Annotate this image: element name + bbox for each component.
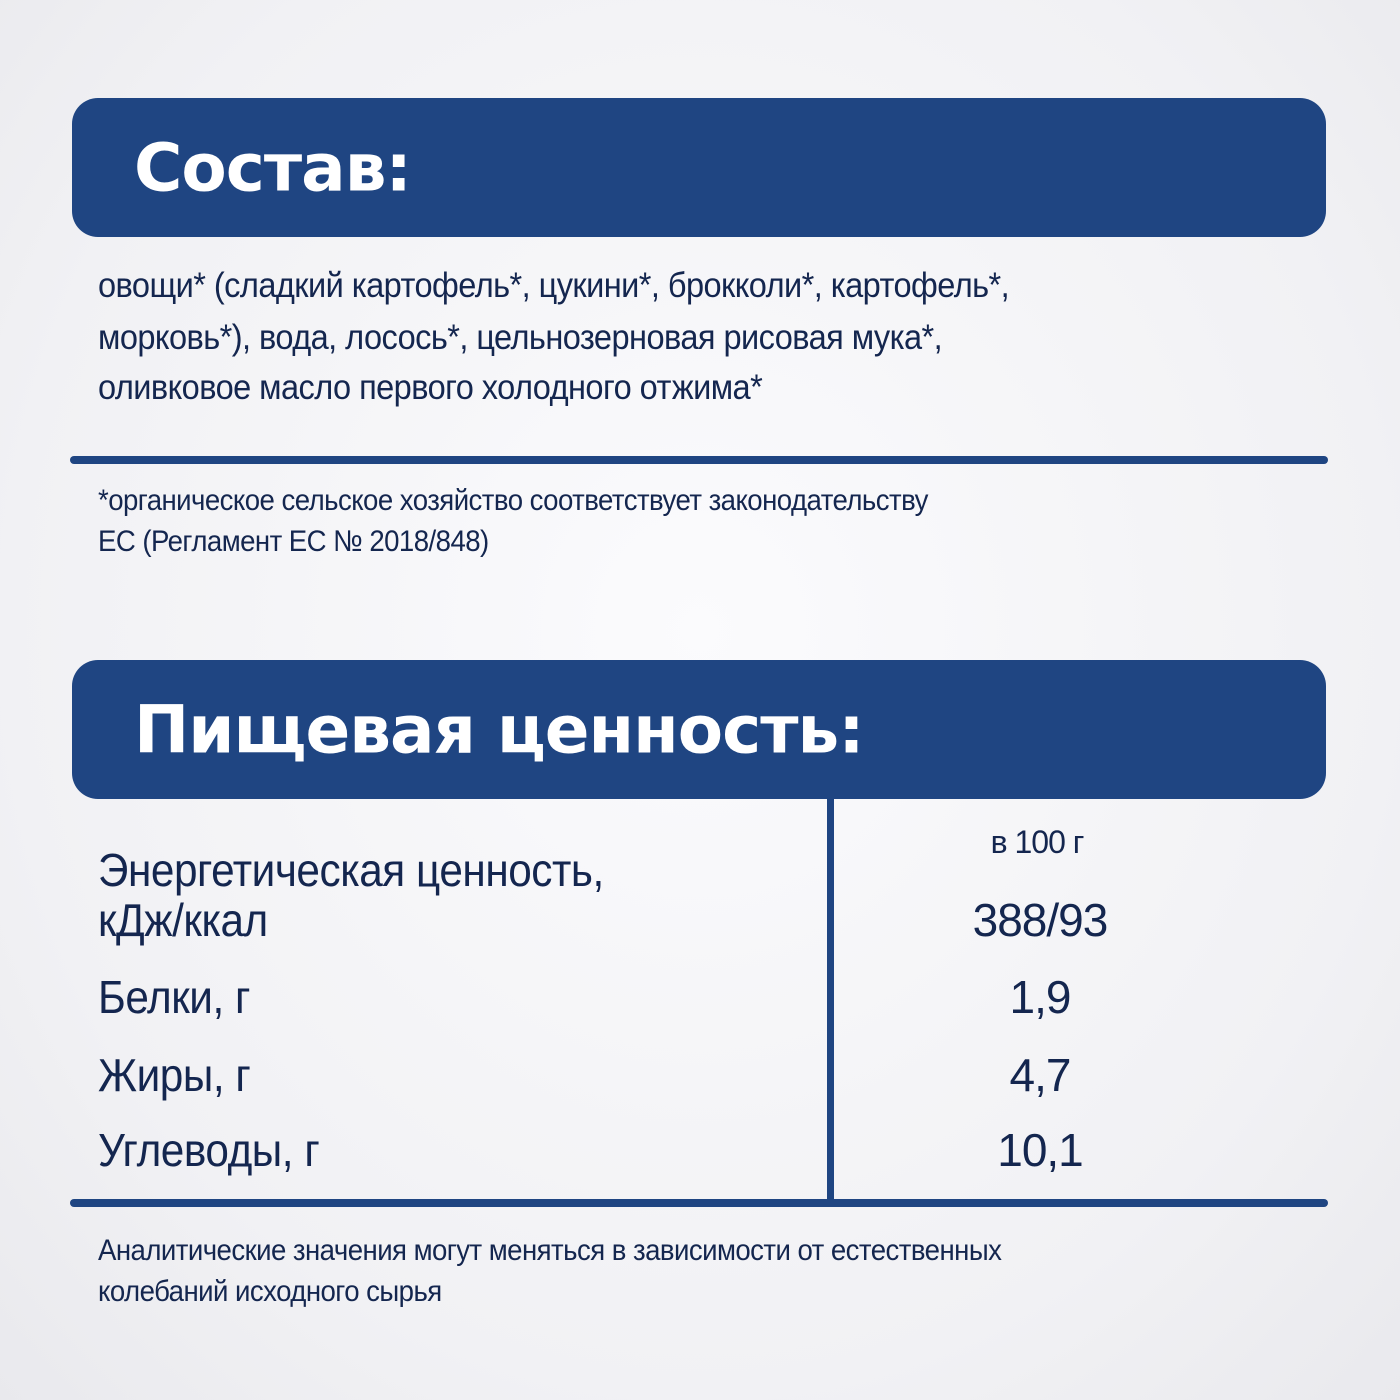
table-column-divider (827, 796, 834, 1202)
nutrition-title: Пищевая ценность: (134, 691, 865, 768)
ingredients-line: морковь*), вода, лосось*, цельнозерновая… (98, 318, 943, 357)
ingredients-line: оливковое масло первого холодного отжима… (98, 368, 763, 407)
ingredients-line: овощи* (сладкий картофель*, цукини*, бро… (98, 266, 1010, 305)
row-label-energy-unit: кДж/ккал (98, 894, 268, 946)
row-value-carbs: 10,1 (997, 1124, 1084, 1176)
divider (70, 456, 1328, 464)
row-value-protein: 1,9 (1009, 971, 1072, 1023)
disclaimer-line: Аналитические значения могут меняться в … (98, 1234, 1002, 1267)
row-value-energy: 388/93 (972, 894, 1109, 946)
row-value-fat: 4,7 (1009, 1049, 1072, 1101)
row-label-energy: Энергетическая ценность, (98, 844, 604, 896)
nutrition-header: Пищевая ценность: (72, 660, 1326, 799)
row-label-carbs: Углеводы, г (98, 1124, 320, 1176)
footnote-line: *органическое сельское хозяйство соответ… (98, 484, 928, 517)
disclaimer-line: колебаний исходного сырья (98, 1275, 442, 1308)
row-label-fat: Жиры, г (98, 1049, 251, 1101)
footnote-line: ЕС (Регламент ЕС № 2018/848) (98, 525, 489, 558)
row-label-protein: Белки, г (98, 971, 251, 1023)
table-bottom-rule (70, 1199, 1328, 1207)
composition-header: Состав: (72, 98, 1326, 237)
column-header: в 100 г (990, 824, 1085, 860)
composition-title: Состав: (134, 129, 412, 206)
